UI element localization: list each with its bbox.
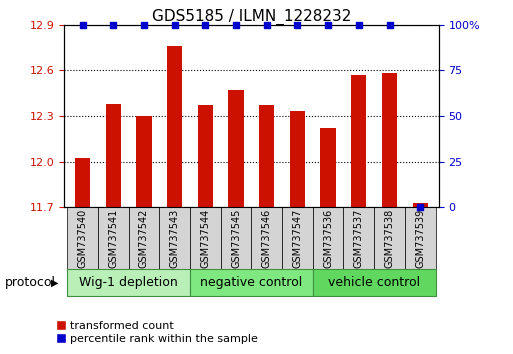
Bar <box>374 207 405 269</box>
Bar <box>190 207 221 269</box>
Bar <box>282 207 313 269</box>
Title: GDS5185 / ILMN_1228232: GDS5185 / ILMN_1228232 <box>152 8 351 25</box>
Bar <box>67 207 98 269</box>
Text: GSM737544: GSM737544 <box>200 209 210 268</box>
Text: vehicle control: vehicle control <box>328 276 420 289</box>
Text: GSM737540: GSM737540 <box>77 209 88 268</box>
Bar <box>75 159 90 207</box>
Point <box>201 22 209 28</box>
Text: Wig-1 depletion: Wig-1 depletion <box>79 276 178 289</box>
Bar <box>129 207 159 269</box>
Bar <box>67 269 190 296</box>
Bar <box>167 46 182 207</box>
Point <box>293 22 302 28</box>
Point <box>170 22 179 28</box>
Bar <box>259 105 274 207</box>
Bar <box>344 207 374 269</box>
Text: GSM737542: GSM737542 <box>139 209 149 268</box>
Text: GSM737541: GSM737541 <box>108 209 118 268</box>
Point <box>263 22 271 28</box>
Bar <box>290 112 305 207</box>
Text: GSM737545: GSM737545 <box>231 209 241 268</box>
Point <box>140 22 148 28</box>
Point <box>109 22 117 28</box>
Text: negative control: negative control <box>200 276 303 289</box>
Text: protocol: protocol <box>5 276 56 289</box>
Bar <box>190 269 313 296</box>
Text: GSM737543: GSM737543 <box>170 209 180 268</box>
Bar <box>313 269 436 296</box>
Text: GSM737547: GSM737547 <box>292 209 303 268</box>
Bar <box>136 116 152 207</box>
Bar <box>313 207 344 269</box>
Point <box>324 22 332 28</box>
Text: GSM737537: GSM737537 <box>354 209 364 268</box>
Bar <box>321 128 336 207</box>
Bar <box>106 104 121 207</box>
Legend: transformed count, percentile rank within the sample: transformed count, percentile rank withi… <box>52 316 262 348</box>
Text: GSM737546: GSM737546 <box>262 209 272 268</box>
Point <box>385 22 393 28</box>
Point <box>232 22 240 28</box>
Bar <box>221 207 251 269</box>
Point <box>354 22 363 28</box>
Text: ▶: ▶ <box>51 277 59 287</box>
Bar <box>412 202 428 207</box>
Bar <box>405 207 436 269</box>
Bar <box>382 73 397 207</box>
Bar <box>228 90 244 207</box>
Bar <box>351 75 366 207</box>
Text: GSM737536: GSM737536 <box>323 209 333 268</box>
Bar <box>251 207 282 269</box>
Bar <box>159 207 190 269</box>
Bar <box>98 207 129 269</box>
Bar <box>198 105 213 207</box>
Point <box>78 22 87 28</box>
Point <box>416 204 424 210</box>
Text: GSM737539: GSM737539 <box>415 209 425 268</box>
Text: GSM737538: GSM737538 <box>385 209 394 268</box>
